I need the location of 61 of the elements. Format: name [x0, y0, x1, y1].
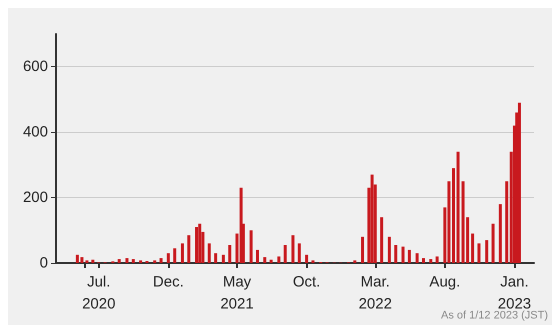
bar — [139, 260, 142, 263]
bar — [187, 235, 190, 263]
bar — [214, 253, 218, 263]
bar — [305, 254, 308, 263]
bar — [180, 243, 184, 263]
bar — [160, 258, 163, 263]
bar — [153, 260, 156, 263]
bar — [195, 227, 198, 263]
bar — [166, 253, 170, 263]
y-tick-label: 0 — [40, 254, 48, 272]
bar — [118, 259, 121, 263]
bar — [173, 248, 176, 263]
bar — [361, 236, 364, 263]
bar — [228, 245, 232, 263]
bar — [132, 259, 135, 263]
bar — [291, 235, 294, 263]
x-tick-label: May 2021 — [220, 274, 254, 312]
bar — [256, 250, 259, 263]
bar — [370, 174, 374, 263]
bar — [284, 245, 287, 263]
bar — [208, 243, 211, 263]
bar — [198, 224, 202, 263]
bar — [402, 246, 405, 263]
y-tick-label: 200 — [22, 189, 48, 206]
bar — [222, 254, 225, 263]
bar — [477, 243, 480, 263]
bar — [492, 224, 495, 263]
bar — [416, 253, 419, 263]
bar — [518, 102, 521, 263]
bar — [422, 258, 425, 263]
bar — [263, 257, 266, 263]
y-tick-label: 400 — [22, 124, 48, 141]
bar — [505, 181, 508, 263]
bar — [277, 256, 280, 263]
bar — [353, 260, 356, 263]
bar — [91, 260, 94, 263]
x-tick-label: Mar. 2022 — [358, 274, 392, 312]
x-tick-label: Jul. 2020 — [82, 274, 116, 312]
x-tick-label: Dec. — [152, 274, 184, 290]
bar — [429, 259, 432, 263]
bar — [80, 257, 84, 263]
bar — [408, 250, 411, 263]
bar — [388, 236, 391, 263]
bar — [485, 240, 488, 263]
y-tick-label: 600 — [22, 58, 48, 76]
bar — [270, 260, 273, 263]
x-tick-label: Oct. — [292, 274, 320, 290]
bar — [436, 256, 439, 263]
bar — [250, 230, 253, 263]
bar — [498, 204, 502, 263]
bar — [380, 217, 384, 263]
bar — [462, 181, 465, 263]
bar — [471, 234, 474, 263]
bar — [240, 188, 243, 263]
bar — [394, 245, 398, 263]
text: As of 1/12 2023 (JST) — [441, 310, 548, 322]
bar — [298, 243, 301, 263]
x-tick-label: Aug. — [429, 274, 460, 290]
bar — [85, 260, 88, 263]
bar — [125, 258, 128, 263]
bar — [311, 260, 314, 263]
